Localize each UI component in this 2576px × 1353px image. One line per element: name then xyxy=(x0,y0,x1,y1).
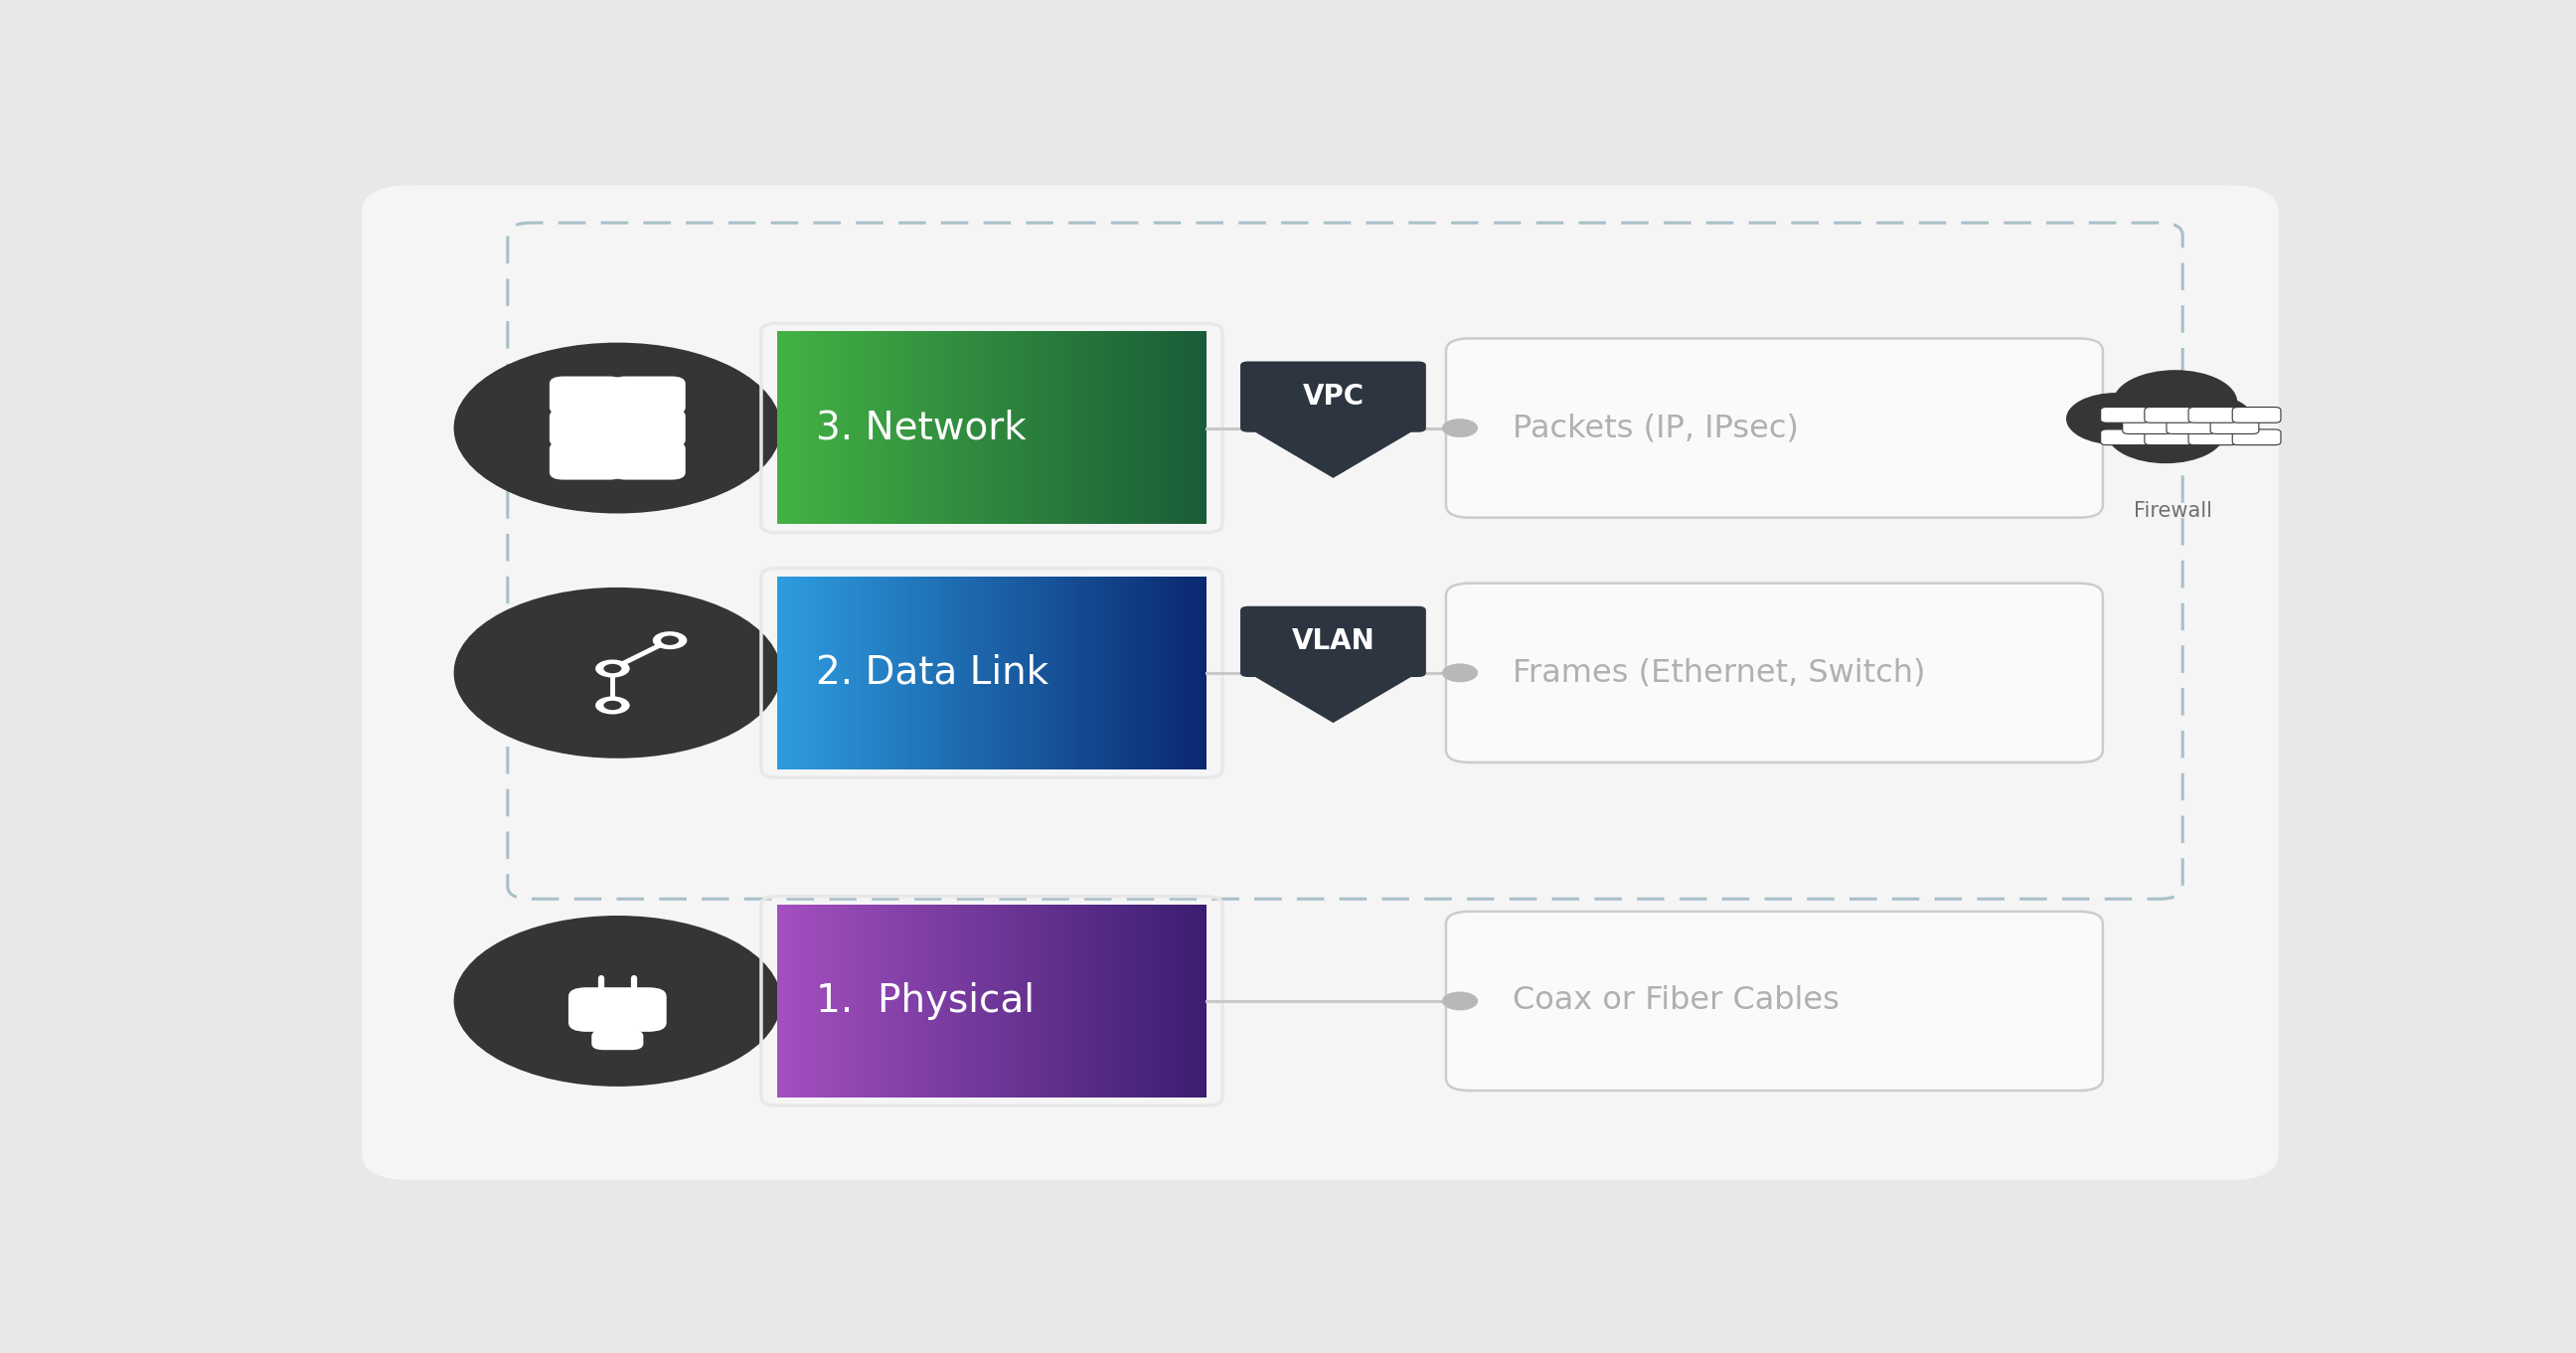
FancyBboxPatch shape xyxy=(1445,912,2102,1091)
Circle shape xyxy=(662,636,680,645)
Circle shape xyxy=(2159,394,2254,444)
Text: Coax or Fiber Cables: Coax or Fiber Cables xyxy=(1512,985,1839,1016)
FancyBboxPatch shape xyxy=(2233,407,2280,422)
FancyBboxPatch shape xyxy=(549,376,623,415)
FancyBboxPatch shape xyxy=(1242,361,1427,432)
Circle shape xyxy=(453,587,781,758)
FancyBboxPatch shape xyxy=(2190,429,2236,445)
FancyBboxPatch shape xyxy=(361,185,2280,1180)
FancyBboxPatch shape xyxy=(2123,418,2172,434)
FancyBboxPatch shape xyxy=(1445,338,2102,518)
FancyBboxPatch shape xyxy=(2166,418,2215,434)
FancyBboxPatch shape xyxy=(2210,418,2259,434)
FancyBboxPatch shape xyxy=(569,988,667,1032)
FancyBboxPatch shape xyxy=(2190,407,2236,422)
FancyBboxPatch shape xyxy=(611,376,685,415)
Circle shape xyxy=(1443,992,1479,1011)
FancyBboxPatch shape xyxy=(2099,429,2148,445)
Text: VLAN: VLAN xyxy=(1291,628,1376,655)
Circle shape xyxy=(453,342,781,513)
Circle shape xyxy=(595,697,629,714)
FancyBboxPatch shape xyxy=(2099,407,2148,422)
FancyBboxPatch shape xyxy=(592,1030,644,1050)
Circle shape xyxy=(2066,392,2166,445)
Text: 1.  Physical: 1. Physical xyxy=(817,982,1036,1020)
FancyBboxPatch shape xyxy=(549,441,623,480)
Circle shape xyxy=(2112,369,2239,436)
Circle shape xyxy=(453,916,781,1086)
Circle shape xyxy=(2107,402,2226,464)
Circle shape xyxy=(1443,418,1479,437)
Circle shape xyxy=(652,632,688,649)
FancyBboxPatch shape xyxy=(611,409,685,448)
Circle shape xyxy=(1443,663,1479,682)
FancyBboxPatch shape xyxy=(611,441,685,480)
Circle shape xyxy=(603,664,621,674)
Circle shape xyxy=(603,701,621,710)
Text: Firewall: Firewall xyxy=(2133,502,2213,521)
Text: VPC: VPC xyxy=(1303,383,1365,411)
Text: Frames (Ethernet, Switch): Frames (Ethernet, Switch) xyxy=(1512,658,1924,689)
FancyBboxPatch shape xyxy=(2233,429,2280,445)
FancyBboxPatch shape xyxy=(549,409,623,448)
FancyBboxPatch shape xyxy=(1242,606,1427,676)
Text: Packets (IP, IPsec): Packets (IP, IPsec) xyxy=(1512,413,1798,444)
Polygon shape xyxy=(1249,672,1417,723)
Text: 2. Data Link: 2. Data Link xyxy=(817,653,1048,691)
FancyBboxPatch shape xyxy=(1445,583,2102,763)
Circle shape xyxy=(595,660,629,678)
FancyBboxPatch shape xyxy=(2146,429,2192,445)
Text: 3. Network: 3. Network xyxy=(817,409,1025,446)
Polygon shape xyxy=(1249,428,1417,478)
FancyBboxPatch shape xyxy=(2146,407,2192,422)
